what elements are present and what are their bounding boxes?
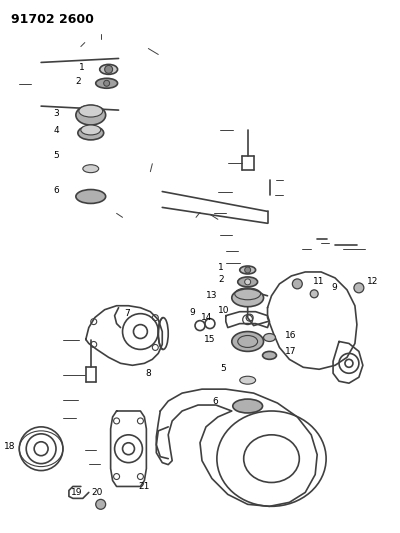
Text: 5: 5	[53, 151, 59, 160]
Ellipse shape	[76, 190, 106, 204]
Ellipse shape	[83, 165, 99, 173]
Text: 14: 14	[200, 313, 212, 322]
Text: 3: 3	[53, 109, 59, 118]
Text: 10: 10	[218, 306, 229, 315]
Text: 2: 2	[75, 77, 81, 86]
Text: 15: 15	[204, 335, 216, 344]
Ellipse shape	[81, 125, 101, 135]
Ellipse shape	[96, 78, 118, 88]
Ellipse shape	[240, 376, 256, 384]
Text: 6: 6	[53, 186, 59, 195]
Ellipse shape	[100, 64, 118, 74]
Text: 19: 19	[71, 488, 83, 497]
Ellipse shape	[232, 332, 264, 351]
Circle shape	[245, 267, 251, 273]
Text: 11: 11	[313, 277, 325, 286]
Text: 17: 17	[286, 347, 297, 356]
Text: 13: 13	[206, 292, 218, 300]
Circle shape	[292, 279, 302, 289]
Text: 8: 8	[146, 369, 151, 378]
Text: 6: 6	[212, 397, 218, 406]
Ellipse shape	[79, 105, 103, 117]
Text: 1: 1	[218, 263, 224, 272]
Text: 4: 4	[53, 126, 59, 135]
Circle shape	[310, 290, 318, 298]
Ellipse shape	[233, 399, 262, 413]
Circle shape	[96, 499, 106, 510]
Text: 20: 20	[91, 488, 102, 497]
Ellipse shape	[232, 289, 264, 306]
Text: 5: 5	[220, 364, 226, 373]
Ellipse shape	[262, 351, 276, 359]
Text: 9: 9	[331, 284, 337, 293]
Text: 1: 1	[79, 63, 85, 72]
Text: 16: 16	[286, 331, 297, 340]
Ellipse shape	[238, 277, 258, 287]
Ellipse shape	[78, 126, 104, 140]
Circle shape	[104, 80, 110, 86]
Text: 91702 2600: 91702 2600	[11, 13, 94, 26]
Ellipse shape	[264, 334, 276, 342]
Ellipse shape	[76, 105, 106, 125]
Ellipse shape	[240, 266, 256, 274]
Text: 21: 21	[139, 482, 150, 491]
Circle shape	[245, 279, 251, 285]
Text: 12: 12	[367, 277, 378, 286]
Text: 18: 18	[4, 442, 15, 451]
Text: 2: 2	[218, 276, 224, 285]
Circle shape	[354, 283, 364, 293]
Circle shape	[105, 66, 113, 74]
Text: 9: 9	[189, 308, 195, 317]
Text: 7: 7	[124, 309, 130, 318]
